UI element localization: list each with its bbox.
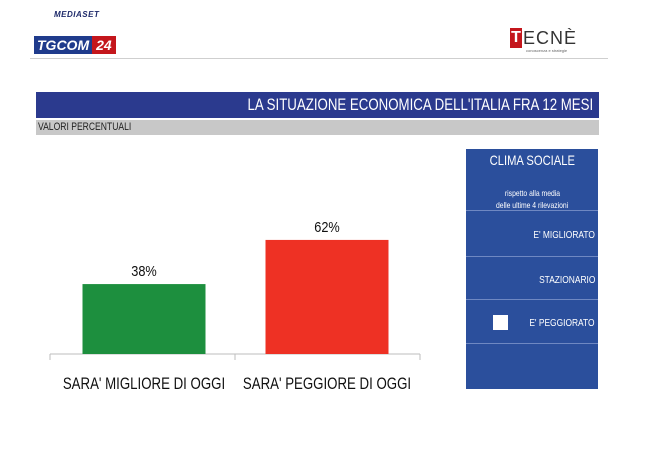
- panel-subtitle-line2: delle ultime 4 rilevazioni: [495, 200, 569, 210]
- tecne-logo-text: ECNÈ: [523, 28, 578, 48]
- chart-title: LA SITUAZIONE ECONOMICA DELL'ITALIA FRA …: [247, 95, 593, 114]
- tgcom-logo-number: 24: [92, 36, 116, 54]
- panel-divider: [466, 343, 598, 344]
- tecne-logo: T ECNÈ: [510, 28, 577, 48]
- bar-value-label: 38%: [131, 262, 157, 279]
- panel-subtitle-line1: rispetto alla media: [504, 188, 560, 198]
- mediaset-logo-text: MEDIASET: [54, 10, 100, 19]
- category-label: SARA' MIGLIORE DI OGGI: [63, 375, 225, 394]
- panel-divider: [466, 256, 598, 257]
- chart-subtitle: VALORI PERCENTUALI: [38, 121, 132, 133]
- panel-option-migliorato: E' MIGLIORATO: [533, 229, 595, 241]
- bar-2: [265, 239, 389, 354]
- tgcom-logo-text: TGCOM: [34, 36, 93, 54]
- bar-value-label: 62%: [314, 218, 340, 235]
- selected-checkbox: [493, 315, 508, 330]
- panel-title: CLIMA SOCIALE: [489, 152, 575, 168]
- tecne-logo-mark: T: [510, 28, 522, 48]
- panel-divider: [466, 210, 598, 211]
- panel-option-stazionario: STAZIONARIO: [538, 274, 595, 286]
- tgcom24-logo: TGCOM 24: [34, 36, 116, 54]
- panel-option-peggiorato: E' PEGGIORATO: [529, 317, 595, 329]
- header-divider: [30, 58, 608, 59]
- chart-title-bar: LA SITUAZIONE ECONOMICA DELL'ITALIA FRA …: [36, 92, 599, 118]
- panel-divider: [466, 299, 598, 300]
- bar-1: [82, 284, 206, 354]
- category-label: SARA' PEGGIORE DI OGGI: [243, 375, 411, 394]
- chart-subtitle-bar: VALORI PERCENTUALI: [36, 120, 599, 135]
- clima-sociale-panel: CLIMA SOCIALE rispetto alla media delle …: [466, 149, 598, 389]
- panel-subtitle: rispetto alla media delle ultime 4 rilev…: [466, 187, 598, 211]
- tecne-tagline: conoscenza e strategie: [526, 48, 568, 53]
